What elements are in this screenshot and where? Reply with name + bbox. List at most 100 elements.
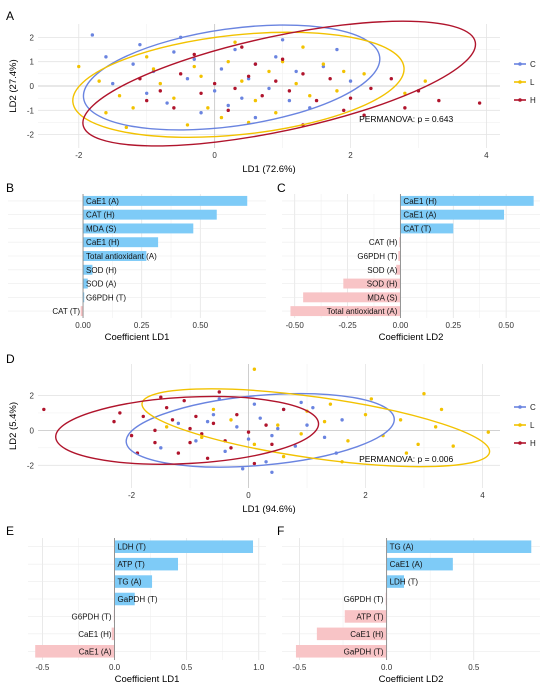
coefficient-bar	[295, 645, 387, 658]
data-point-c	[211, 412, 216, 417]
data-point-h	[42, 407, 46, 412]
panel-letter-d: D	[6, 352, 15, 366]
bar-label: GaPDH (T)	[344, 647, 384, 656]
data-point-c	[322, 435, 327, 440]
data-point-l	[219, 115, 224, 120]
data-point-h	[264, 423, 268, 427]
data-point-c	[246, 437, 251, 441]
legend-key-dot-h	[518, 441, 522, 445]
data-point-h	[274, 79, 278, 83]
data-point-l	[131, 106, 135, 110]
data-point-h	[246, 74, 251, 78]
data-point-h	[314, 98, 319, 103]
data-point-c	[240, 467, 245, 471]
panel-letter-c: C	[277, 181, 286, 195]
data-point-l	[322, 419, 327, 424]
data-point-l	[229, 418, 233, 422]
x-tick-label: 0.25	[134, 321, 150, 330]
data-point-l	[211, 407, 216, 412]
y-tick-label: 1	[30, 58, 35, 67]
bar-label: CaE1 (A)	[79, 647, 112, 656]
coefficient-bar	[83, 264, 93, 275]
y-tick-label: -1	[27, 106, 35, 115]
coefficient-bar	[400, 195, 534, 206]
data-point-h	[229, 446, 233, 450]
scatter-plot-d: -2 0 2 4 -2 0 2 PERMANOVA: p = 0.006 LD1 (94.6%)…	[8, 364, 536, 515]
legend-key-dot-c	[518, 62, 522, 66]
data-point-c	[299, 400, 303, 405]
legend-key-dot-l	[518, 80, 522, 84]
data-point-c	[311, 405, 315, 410]
data-point-c	[267, 86, 271, 91]
x-tick-label: 0.5	[181, 663, 193, 672]
data-point-c	[145, 91, 149, 95]
x-tick-label: 2	[363, 491, 368, 500]
x-tick-label: 1.0	[253, 663, 265, 672]
data-point-h	[176, 451, 181, 455]
coefficient-bar	[83, 251, 147, 261]
data-point-l	[439, 407, 444, 412]
data-point-c	[104, 55, 108, 59]
data-point-h	[233, 86, 237, 91]
legend-label-l: L	[530, 78, 535, 87]
data-point-l	[172, 96, 176, 100]
data-point-l	[274, 111, 278, 115]
bar-label: LDH (T)	[390, 578, 419, 587]
data-point-h	[287, 89, 292, 93]
x-tick-label: -0.25	[338, 321, 357, 330]
bar-label: G6PDH (T)	[357, 252, 397, 261]
bar-label: G6PDH (T)	[86, 293, 126, 302]
data-point-l	[299, 432, 303, 436]
coefficient-bar	[80, 306, 84, 317]
data-point-h	[280, 57, 285, 61]
panel-letter-f: F	[277, 524, 284, 538]
data-point-h	[240, 45, 244, 49]
data-point-l	[77, 64, 81, 69]
bar-label: CAT (H)	[369, 238, 398, 247]
data-point-h	[199, 91, 203, 95]
data-point-c	[340, 418, 344, 422]
data-point-c	[165, 101, 169, 105]
bar-label: CAT (H)	[86, 211, 115, 220]
data-point-l	[281, 454, 286, 459]
data-point-h	[253, 62, 258, 66]
bar-label: SOD (A)	[86, 280, 117, 289]
confidence-ellipse-h	[82, 20, 477, 147]
coefficient-bar	[114, 540, 254, 553]
coefficient-bar	[83, 237, 159, 248]
data-point-l	[276, 423, 280, 427]
data-point-h	[235, 412, 239, 417]
x-tick-label: -0.50	[286, 321, 305, 330]
data-point-l	[398, 418, 403, 422]
permanova-annotation: PERMANOVA: p = 0.643	[359, 114, 453, 124]
data-point-l	[252, 442, 257, 447]
coefficient-bar	[83, 292, 85, 303]
bar-label: LDH (T)	[118, 543, 147, 552]
coefficient-bar	[83, 209, 217, 220]
bar-label: MDA (S)	[367, 293, 398, 302]
data-point-h	[217, 390, 221, 394]
bar-label: CaE1 (A)	[86, 197, 119, 206]
data-point-l	[253, 98, 258, 103]
data-point-c	[258, 416, 262, 420]
bar-label: CAT (T)	[403, 224, 431, 233]
data-point-l	[200, 435, 204, 440]
confidence-ellipse-c	[82, 24, 381, 131]
coefficient-bar	[303, 292, 401, 303]
panel-letter-b: B	[6, 181, 14, 195]
x-tick-label: 0	[246, 491, 251, 500]
legend-label-l: L	[530, 421, 535, 430]
data-point-h	[246, 430, 251, 434]
x-axis-title: LD1 (72.6%)	[242, 164, 295, 175]
data-point-c	[90, 33, 95, 37]
data-point-c	[293, 444, 298, 448]
coefficient-bar	[343, 278, 401, 289]
bar-label: G6PDH (T)	[344, 595, 384, 604]
coefficient-bar	[386, 540, 532, 553]
data-point-h	[192, 52, 196, 57]
data-point-c	[294, 69, 298, 74]
data-point-h	[348, 96, 353, 100]
bar-label: SOD (H)	[367, 280, 398, 289]
legend-label-h: H	[530, 439, 536, 448]
bar-label: GaPDH (T)	[118, 595, 158, 604]
